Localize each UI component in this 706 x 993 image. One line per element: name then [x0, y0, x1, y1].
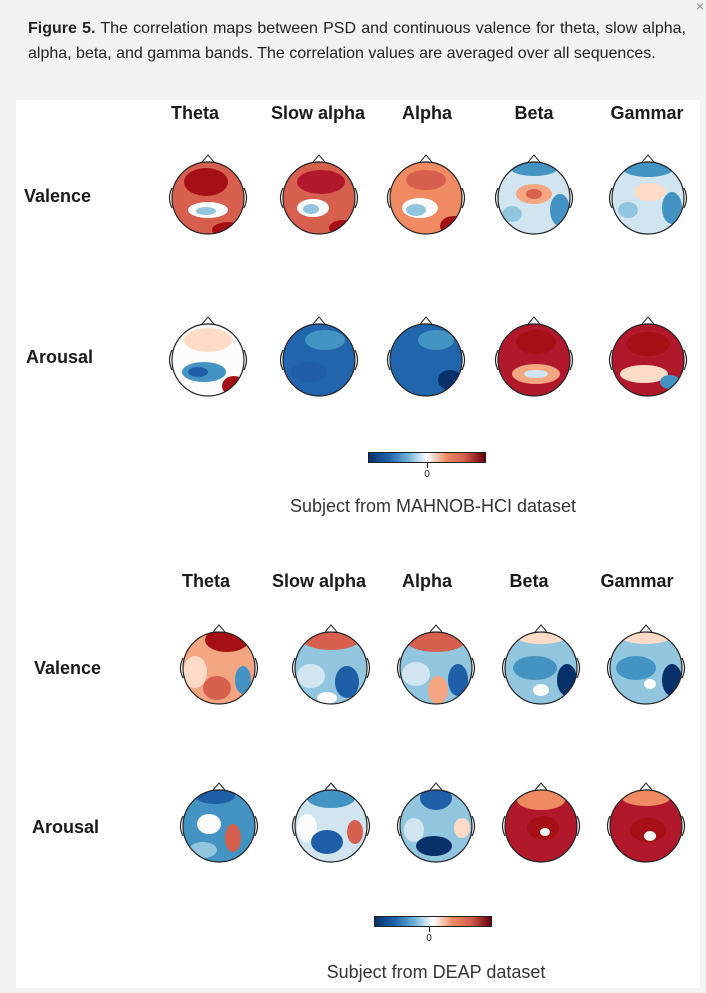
colorbar-zero-tick-2 — [429, 927, 430, 932]
caption-text: The correlation maps between PSD and con… — [28, 20, 686, 62]
colorbar-zero-label: 0 — [424, 469, 430, 480]
band-label-slow-alpha-2: Slow alpha — [271, 571, 367, 591]
topomap-mahnob-arousal-beta — [494, 316, 574, 397]
topomap-deap-arousal-beta — [501, 782, 581, 863]
colorbar-zero-tick — [427, 463, 428, 468]
topomap-deap-arousal-gammar — [606, 782, 686, 863]
topomap-deap-arousal-alpha — [396, 782, 476, 863]
row-label-arousal-2: Arousal — [32, 817, 100, 837]
topomap-mahnob-valence-gammar — [608, 154, 688, 235]
topomap-mahnob-arousal-gammar — [608, 316, 688, 397]
row-label-valence-2: Valence — [34, 658, 102, 678]
topomap-deap-valence-beta — [501, 624, 581, 705]
topomap-mahnob-arousal-theta — [168, 316, 248, 397]
topomap-mahnob-arousal-slow-alpha — [279, 316, 359, 397]
topomap-mahnob-valence-theta — [168, 154, 248, 235]
row-label-arousal: Arousal — [26, 347, 94, 367]
topomap-deap-arousal-theta — [179, 782, 259, 863]
band-label-alpha: Alpha — [401, 103, 453, 123]
topomap-deap-valence-gammar — [606, 624, 686, 705]
band-label-gammar: Gammar — [610, 103, 684, 123]
figure-caption: Figure 5. The correlation maps between P… — [28, 16, 686, 66]
topomap-deap-arousal-slow-alpha — [291, 782, 371, 863]
topomap-mahnob-valence-slow-alpha — [279, 154, 359, 235]
dataset-title-mahnob: Subject from MAHNOB-HCI dataset — [289, 496, 577, 516]
row-label-valence: Valence — [24, 186, 92, 206]
colorbar-deap — [374, 916, 492, 927]
colorbar-zero-label-2: 0 — [426, 933, 432, 944]
band-label-slow-alpha: Slow alpha — [270, 103, 366, 123]
topomap-mahnob-arousal-alpha — [386, 316, 466, 397]
band-label-beta-2: Beta — [509, 571, 549, 591]
band-label-theta: Theta — [170, 103, 220, 123]
dataset-title-deap: Subject from DEAP dataset — [326, 962, 546, 982]
band-label-beta: Beta — [514, 103, 554, 123]
close-icon[interactable]: × — [695, 0, 704, 14]
colorbar-mahnob — [368, 452, 486, 463]
topomap-deap-valence-theta — [179, 624, 259, 705]
figure-label: Figure 5. — [28, 20, 96, 37]
figure-image: Theta Slow alpha Alpha Beta Gammar Valen… — [16, 100, 700, 988]
topomap-deap-valence-alpha — [396, 624, 476, 705]
band-label-theta-2: Theta — [181, 571, 231, 591]
band-label-gammar-2: Gammar — [600, 571, 674, 591]
topomap-deap-valence-slow-alpha — [291, 624, 371, 705]
topomap-mahnob-valence-beta — [494, 154, 574, 235]
band-label-alpha-2: Alpha — [401, 571, 453, 591]
topomap-mahnob-valence-alpha — [386, 154, 466, 235]
